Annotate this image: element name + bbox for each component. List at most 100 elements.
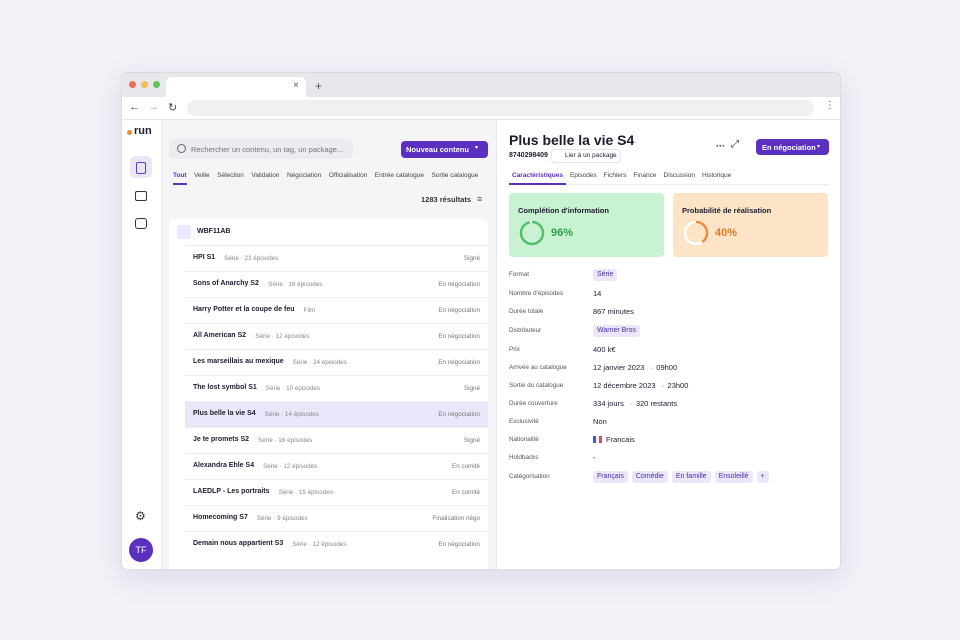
- list-row[interactable]: [185, 323, 488, 349]
- prop-value: 12 janvier 2023: [593, 363, 645, 372]
- list-tab[interactable]: Tout: [173, 172, 187, 179]
- metric-card: [509, 193, 664, 257]
- chip[interactable]: [631, 471, 668, 483]
- list-row[interactable]: [185, 375, 488, 401]
- caret: ▾: [475, 145, 479, 151]
- status-button[interactable]: [756, 139, 829, 155]
- browser-tab[interactable]: [166, 77, 306, 97]
- row-meta: Série · 12 épisodes: [292, 540, 347, 548]
- prop-value: 23h00: [667, 381, 689, 390]
- dot: [153, 81, 160, 88]
- row-status: En comité: [452, 462, 480, 470]
- list-tab[interactable]: Entrée catalogue: [374, 172, 424, 179]
- settings[interactable]: ⚙: [135, 509, 146, 523]
- list-row[interactable]: [185, 505, 488, 531]
- expand[interactable]: ⤢: [731, 139, 739, 150]
- close-tab[interactable]: ×: [293, 80, 299, 91]
- detail-tab[interactable]: Discussion: [663, 172, 695, 179]
- group-name: WBF11AB: [197, 228, 231, 235]
- browser-window: × + ← → ↻ ⋮ run ⚙ TF Rechercher un conte…: [121, 72, 841, 570]
- chip-label: Warner Bros: [597, 327, 637, 334]
- menu[interactable]: ⋮: [825, 100, 835, 111]
- list-tab[interactable]: Officialisation: [328, 172, 368, 179]
- list-row[interactable]: [185, 245, 488, 271]
- new-tab[interactable]: +: [315, 79, 323, 93]
- row-status: En négociation: [438, 358, 480, 366]
- row-status: Finalisation négo: [432, 514, 480, 522]
- back[interactable]: ←: [129, 101, 140, 113]
- nav-active[interactable]: [130, 156, 152, 178]
- list-row[interactable]: [185, 271, 488, 297]
- list-row[interactable]: [185, 531, 488, 557]
- list-tab[interactable]: Négociation: [286, 172, 322, 179]
- detail-tab[interactable]: Finance: [633, 172, 657, 179]
- divider: [122, 119, 840, 120]
- prop-label: Nombre d'épisodes: [509, 290, 564, 297]
- row-status: En négociation: [438, 332, 480, 340]
- chip[interactable]: [714, 471, 753, 483]
- status-label: En négociation: [762, 143, 816, 152]
- separator: ·: [629, 399, 633, 408]
- list-row[interactable]: [185, 297, 488, 323]
- avatar[interactable]: TF: [129, 538, 153, 562]
- list-row[interactable]: [185, 349, 488, 375]
- prop-value: Francais: [606, 435, 635, 444]
- row-status: Signé: [463, 254, 480, 262]
- prop-label: Prix: [509, 346, 520, 353]
- logo-dot: [127, 130, 132, 135]
- ring: [519, 220, 545, 246]
- card-title: Complétion d'information: [518, 206, 609, 215]
- ring: [683, 220, 709, 246]
- row-meta: Série · 24 épisodes: [292, 358, 347, 366]
- address-bar[interactable]: [187, 100, 814, 116]
- search-box[interactable]: [169, 139, 353, 159]
- filter[interactable]: ≡: [477, 194, 483, 204]
- progress-ring: [682, 219, 710, 247]
- card-value: 96%: [551, 227, 574, 239]
- chip[interactable]: [593, 269, 618, 281]
- prop-label: Format: [509, 271, 529, 278]
- list-tab[interactable]: Veille: [194, 172, 210, 179]
- chip[interactable]: [593, 471, 628, 483]
- chip[interactable]: [671, 471, 711, 483]
- list-row[interactable]: [185, 453, 488, 479]
- row-status: Signé: [463, 436, 480, 444]
- list-row[interactable]: [185, 427, 488, 453]
- prop-value: 334 jours: [593, 399, 624, 408]
- reload[interactable]: ↻: [168, 102, 178, 114]
- prop-label: Holdbacks: [509, 454, 539, 461]
- row-meta: Série · 16 épisodes: [258, 436, 313, 444]
- row-meta: Série · 23 épisodes: [224, 254, 279, 262]
- nav-icon[interactable]: [135, 218, 147, 229]
- list-tab[interactable]: Validation: [251, 172, 280, 179]
- prop-label: Exclusivité: [509, 418, 539, 425]
- link-label: Lier à un package: [565, 152, 617, 159]
- layer: × + ← → ↻ ⋮ run ⚙ TF Rechercher un conte…: [122, 73, 840, 569]
- list-row[interactable]: [185, 479, 488, 505]
- row-name: Sons of Anarchy S2: [193, 280, 259, 287]
- list-tab[interactable]: Sélection: [217, 172, 244, 179]
- chip[interactable]: [756, 471, 769, 483]
- chip-label: Ensoleillé: [718, 473, 749, 480]
- list-tab[interactable]: Sortie catalogue: [431, 172, 479, 179]
- prop-label: Distributeur: [509, 327, 542, 334]
- row-name: The lost symbol S1: [193, 384, 257, 391]
- nav-icon[interactable]: [135, 191, 147, 201]
- detail-tab[interactable]: Caractéristiques: [512, 172, 563, 179]
- detail-tab[interactable]: Historique: [701, 172, 732, 179]
- detail-tab[interactable]: Fichiers: [603, 172, 627, 179]
- prop-value: 09h00: [656, 363, 678, 372]
- nav-icon: [136, 162, 146, 174]
- detail-tab[interactable]: Episodes: [569, 172, 597, 179]
- new-button[interactable]: [401, 141, 488, 158]
- row-status: En négociation: [438, 540, 480, 548]
- prop-value: 12 décembre 2023: [593, 381, 656, 390]
- link-chip[interactable]: [551, 149, 621, 163]
- row-meta: Série · 15 épisodes: [278, 488, 333, 496]
- forward[interactable]: →: [148, 101, 159, 113]
- more[interactable]: ···: [716, 141, 725, 151]
- prop-value: -: [593, 453, 596, 462]
- list-row[interactable]: [185, 401, 488, 427]
- card-title: Probabilité de réalisation: [682, 206, 772, 215]
- chip[interactable]: [593, 325, 641, 337]
